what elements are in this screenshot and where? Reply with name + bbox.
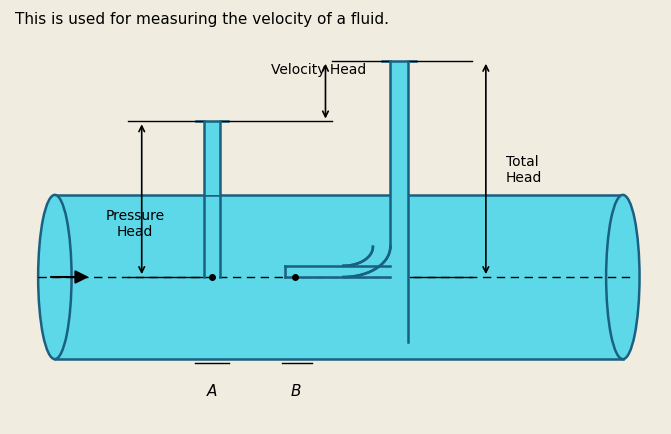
Bar [55,195,623,359]
Bar [204,122,220,195]
Text: A: A [207,383,217,398]
Text: B: B [290,383,301,398]
Ellipse shape [38,195,72,359]
Ellipse shape [606,195,639,359]
Text: This is used for measuring the velocity of a fluid.: This is used for measuring the velocity … [15,12,389,27]
Text: Total
Head: Total Head [506,155,542,184]
Text: Velocity Head: Velocity Head [271,63,366,77]
Text: Pressure
Head: Pressure Head [105,208,164,239]
Polygon shape [285,266,391,277]
Bar [391,62,408,342]
Polygon shape [344,247,391,277]
